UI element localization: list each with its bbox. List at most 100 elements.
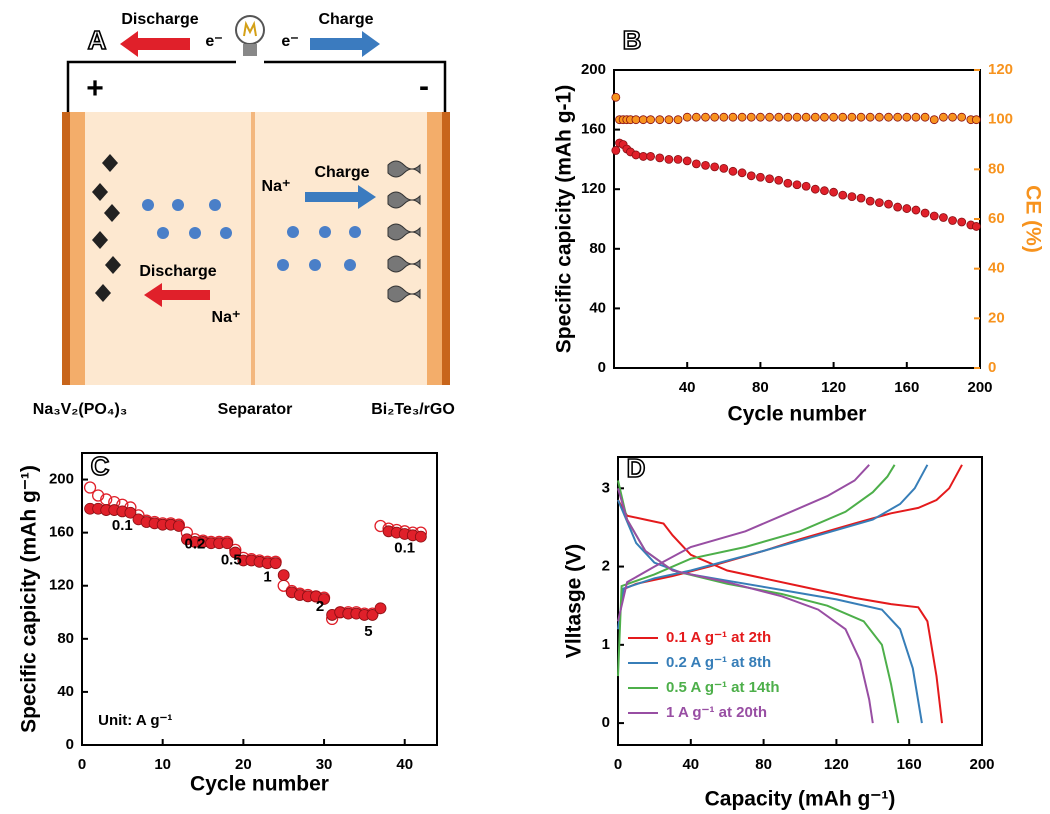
data-point	[710, 112, 720, 122]
y-tick-label: 120	[581, 180, 606, 197]
y-tick-label: 200	[49, 471, 74, 488]
data-point	[774, 112, 784, 122]
label: e⁻	[281, 33, 298, 50]
y-axis-label: Vlltasge (V)	[563, 544, 586, 658]
y-tick-label: 80	[57, 630, 74, 647]
y-tick-label: 160	[49, 524, 74, 541]
data-point	[664, 154, 674, 164]
y2-tick-label: 0	[988, 359, 996, 376]
data-point	[756, 112, 765, 122]
y2-tick-label: 20	[988, 309, 1005, 326]
y-tick-label: 0	[598, 359, 606, 376]
data-point	[948, 216, 957, 225]
data-point	[221, 537, 234, 550]
data-point	[911, 205, 921, 215]
data-point	[746, 112, 756, 122]
data-point	[124, 506, 137, 519]
data-point	[929, 115, 939, 125]
x-axis-label: Cycle number	[728, 403, 867, 426]
y-tick-label: 0	[602, 714, 610, 731]
annotation: 0.1	[112, 517, 133, 534]
x-tick-label: 80	[752, 379, 769, 396]
panel-d: 0 40 80 120 160 200 0 1 2 3 Capacity (mAh g⁻¹) Vllt…	[563, 452, 995, 811]
y-tick-label: 1	[602, 636, 610, 653]
y2-tick-label: 60	[988, 210, 1005, 227]
data-point	[83, 481, 97, 494]
data-point	[229, 546, 242, 559]
data-point	[893, 112, 903, 122]
data-point	[374, 602, 387, 615]
x-tick-label: 0	[78, 756, 86, 773]
separator	[251, 112, 255, 385]
data-point	[829, 187, 838, 197]
y-axis-label: Specific capicity (mAh g⁻¹)	[18, 465, 41, 733]
data-point	[971, 222, 981, 231]
data-point	[801, 181, 811, 191]
data-point	[701, 112, 710, 122]
data-point	[638, 152, 648, 161]
charge-arrow	[310, 31, 380, 57]
data-point	[856, 112, 866, 122]
data-point	[756, 172, 765, 182]
data-point	[701, 160, 710, 170]
data-point	[719, 163, 729, 173]
bulb-base	[243, 44, 257, 56]
data-point	[655, 115, 665, 125]
x-tick-label: 80	[755, 756, 772, 773]
label: Na₃V₂(PO₄)₃	[33, 401, 127, 418]
x-tick-label: 20	[235, 756, 252, 773]
data-point	[902, 112, 912, 122]
legend-label: 0.2 A g⁻¹ at 8th	[666, 654, 771, 671]
data-point	[774, 175, 784, 185]
data-point	[269, 557, 282, 570]
data-point	[746, 171, 756, 181]
data-point	[682, 156, 692, 166]
data-point	[765, 174, 774, 184]
data-point	[820, 186, 829, 196]
x-tick-label: 0	[614, 756, 622, 773]
data-point	[884, 199, 893, 209]
x-tick-label: 10	[154, 756, 171, 773]
x-axis-label: Capacity (mAh g⁻¹)	[705, 788, 896, 811]
panel-b: 40 80 120 160 200 0 40 80 120 160 200 0 20 40 60 80 100 1…	[553, 24, 1045, 426]
data-point	[172, 520, 185, 532]
y-tick-label: 40	[589, 299, 606, 316]
data-point	[646, 115, 655, 125]
legend-label: 0.1 A g⁻¹ at 2th	[666, 629, 771, 646]
data-point	[783, 112, 793, 122]
data-point	[737, 112, 747, 122]
data-point	[911, 112, 921, 122]
bulb-filament	[243, 20, 257, 37]
plot-frame	[81, 452, 438, 746]
data-point	[655, 153, 665, 163]
data-point	[939, 112, 948, 122]
data-point	[673, 154, 683, 164]
data-point	[664, 115, 674, 125]
panel-letter: C	[91, 451, 110, 481]
x-tick-label: 40	[396, 756, 413, 773]
x-tick-label: 160	[897, 756, 922, 773]
annotation: Unit: A g⁻¹	[98, 712, 172, 729]
y-tick-label: 80	[589, 240, 606, 257]
rgo-sheets	[387, 160, 421, 303]
data-line	[617, 464, 963, 724]
discharge-arrow	[120, 31, 190, 57]
terminal: -	[419, 70, 429, 103]
x-tick-label: 160	[894, 379, 919, 396]
x-axis-label: Cycle number	[190, 773, 329, 796]
x-tick-label: 30	[316, 756, 333, 773]
data-point	[611, 92, 621, 102]
y-axis-label: Specific capicity (mAh g-1)	[553, 85, 576, 353]
x-tick-label: 200	[969, 756, 994, 773]
data-point	[783, 178, 793, 188]
data-point	[948, 112, 957, 122]
data-point	[318, 593, 330, 605]
data-point	[277, 569, 290, 582]
y-tick-label: 120	[49, 577, 74, 594]
electrode	[70, 112, 85, 385]
annotation: 0.2	[185, 536, 206, 553]
panel-letter: D	[627, 453, 646, 483]
annotation: 0.1	[394, 540, 415, 557]
electrode	[427, 112, 442, 385]
